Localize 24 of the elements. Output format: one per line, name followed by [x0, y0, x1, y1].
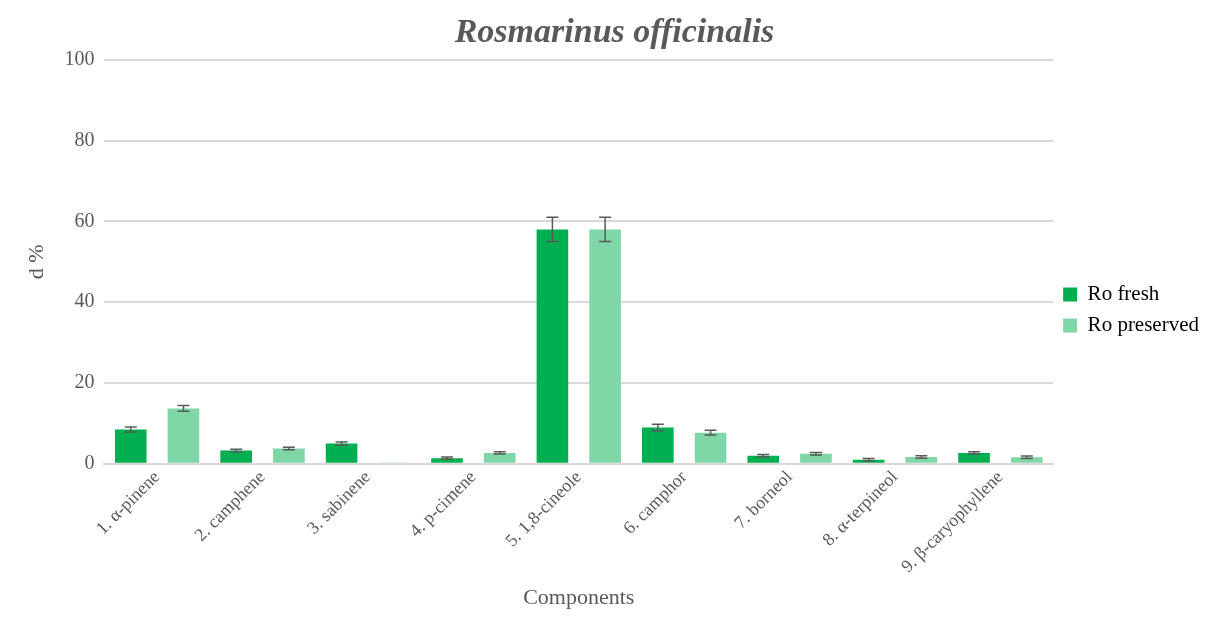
y-tick-label: 100 — [64, 47, 95, 70]
y-axis-title: d % — [22, 244, 48, 280]
bar — [536, 229, 569, 463]
bar — [114, 429, 147, 463]
bar — [694, 432, 727, 463]
y-tick-label: 0 — [84, 451, 95, 474]
x-axis-title: Components — [523, 583, 635, 609]
legend-label: Ro preserved — [1087, 312, 1200, 337]
y-tick-label: 40 — [74, 289, 95, 312]
bar — [431, 458, 463, 463]
chart-title: Rosmarinus officinalis — [453, 12, 775, 50]
bar — [483, 452, 516, 463]
bar — [1010, 457, 1043, 463]
legend-label: Ro fresh — [1087, 281, 1160, 306]
y-tick-label: 80 — [74, 127, 95, 150]
bar — [958, 452, 990, 463]
y-tick-label: 20 — [74, 370, 95, 393]
y-tick-label: 60 — [74, 208, 95, 231]
bar — [642, 427, 674, 463]
bar — [220, 450, 252, 463]
bar — [589, 229, 621, 463]
bar — [325, 443, 358, 463]
bar — [273, 448, 305, 463]
bar — [167, 408, 200, 463]
